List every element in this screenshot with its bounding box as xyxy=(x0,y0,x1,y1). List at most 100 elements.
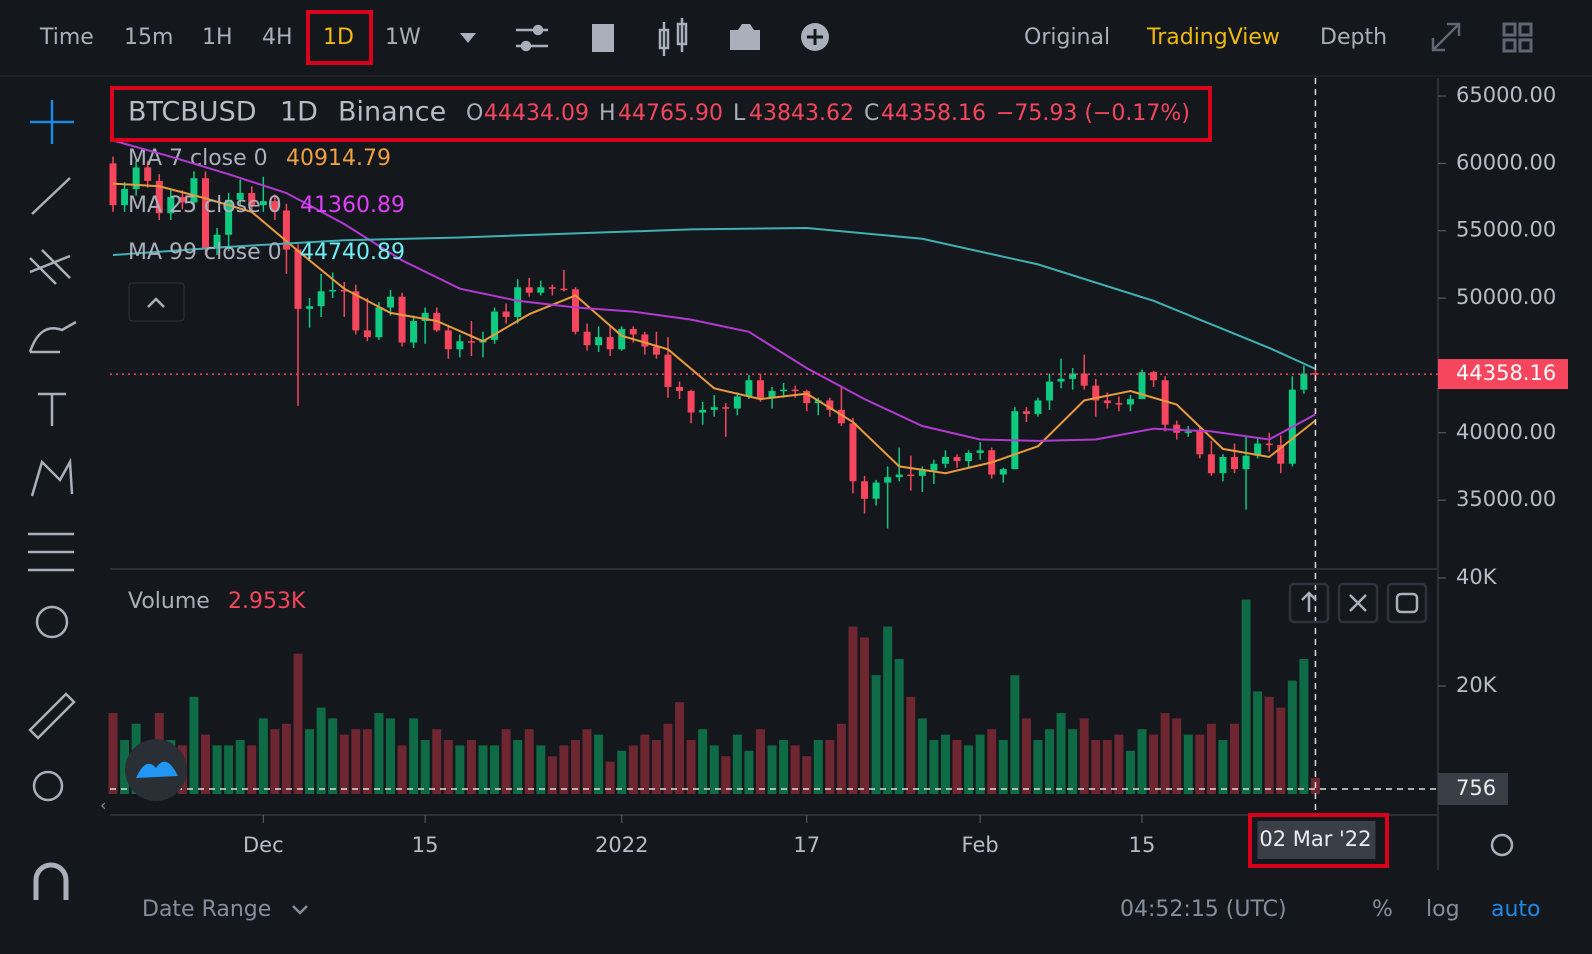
volume-bar xyxy=(1114,734,1124,794)
volume-bar xyxy=(501,729,511,794)
legend: BTCBUSD 1D Binance O 44434.09 H 44765.90… xyxy=(100,86,1428,815)
volume-bar xyxy=(1021,718,1031,794)
candle-body xyxy=(491,311,499,340)
candle-body xyxy=(560,288,568,291)
interval-active[interactable]: 1D xyxy=(323,25,354,50)
candle-body xyxy=(1057,378,1065,382)
volume-bar xyxy=(466,739,476,794)
candle-body xyxy=(1265,443,1273,446)
y-tick-label: 60000.00 xyxy=(1456,150,1556,174)
date-range-caret[interactable] xyxy=(292,905,308,915)
candle-body xyxy=(849,423,857,482)
pattern-tool[interactable] xyxy=(30,457,74,497)
brush-tool[interactable] xyxy=(28,320,77,354)
fib-tool[interactable] xyxy=(29,249,71,285)
ohlc-key: C xyxy=(864,101,879,126)
candle-body xyxy=(1173,424,1181,433)
volume-bar xyxy=(848,626,858,794)
trendline-tool[interactable] xyxy=(31,177,71,215)
volume-bar xyxy=(362,729,372,794)
auto-toggle[interactable]: auto xyxy=(1491,897,1541,922)
volume-bar xyxy=(732,734,742,794)
candle-body xyxy=(907,474,915,477)
candle-body xyxy=(236,193,244,200)
volume-bar xyxy=(270,729,280,794)
collapse-button[interactable] xyxy=(128,282,185,322)
ma-value: 44740.89 xyxy=(300,240,405,265)
volume-bar xyxy=(1183,734,1193,794)
interval[interactable]: 4H xyxy=(262,25,293,50)
fullscreen-icon[interactable] xyxy=(1431,22,1461,52)
volume-bar xyxy=(964,745,974,794)
view-tab-active[interactable]: TradingView xyxy=(1146,25,1280,50)
ma-line xyxy=(112,226,1316,370)
crosshair-date-bg xyxy=(1257,821,1376,859)
candle-body xyxy=(271,201,279,211)
settings-icon[interactable] xyxy=(516,24,548,52)
ma-value: 41360.89 xyxy=(300,193,405,218)
view-tab[interactable]: Original xyxy=(1024,25,1110,50)
candle-body xyxy=(884,477,892,483)
layout-icon[interactable] xyxy=(1502,22,1533,53)
building-icon[interactable] xyxy=(592,24,614,52)
candle-body xyxy=(861,481,869,499)
volume-bar xyxy=(917,718,927,794)
interval[interactable]: 1W xyxy=(385,25,421,50)
volume-bar xyxy=(1299,658,1309,794)
volume-bar xyxy=(478,745,488,794)
ruler-tool[interactable] xyxy=(28,692,76,740)
percent-toggle[interactable]: % xyxy=(1372,897,1393,922)
clock: 04:52:15 (UTC) xyxy=(1120,897,1287,922)
zoom-tool[interactable] xyxy=(32,770,64,802)
candle-body xyxy=(768,391,776,398)
close-button[interactable] xyxy=(1337,582,1379,624)
volume-bar xyxy=(663,723,673,794)
volume-bar xyxy=(374,712,384,794)
candle-body xyxy=(1219,457,1227,474)
crosshair-tool[interactable] xyxy=(30,100,74,144)
volume-bar xyxy=(547,756,557,794)
settings-gear[interactable] xyxy=(1490,833,1514,857)
dropdown-icon[interactable] xyxy=(460,33,476,43)
volume-bar xyxy=(409,718,419,794)
move-up-button[interactable] xyxy=(1288,582,1330,624)
pane-buttons xyxy=(1288,582,1428,624)
scroll-left[interactable]: ‹ xyxy=(100,796,106,815)
date-range[interactable]: Date Range xyxy=(142,897,271,922)
volume-bar xyxy=(1230,723,1240,794)
prediction-tool[interactable] xyxy=(28,532,74,572)
volume-bar xyxy=(651,739,661,794)
candle-body xyxy=(583,331,591,346)
interval[interactable]: Time xyxy=(39,25,94,50)
candle-body xyxy=(595,337,603,346)
interval[interactable]: 1H xyxy=(202,25,233,50)
candle-body xyxy=(710,407,718,410)
volume-bar xyxy=(1218,739,1228,794)
maximize-button[interactable] xyxy=(1386,582,1428,624)
candle-body xyxy=(317,291,325,307)
text-tool[interactable] xyxy=(38,392,66,426)
volume-bar xyxy=(328,718,338,794)
crosshair-date: 02 Mar '22 xyxy=(1259,827,1371,851)
volume-bar xyxy=(212,745,222,794)
candle-body xyxy=(791,389,799,392)
candle-body xyxy=(1103,400,1111,404)
candles-icon[interactable] xyxy=(658,18,688,56)
emoji-tool[interactable] xyxy=(35,605,69,639)
log-toggle[interactable]: log xyxy=(1426,897,1460,922)
volume-bar xyxy=(975,734,985,794)
volume-bar xyxy=(1149,734,1159,794)
view-tab[interactable]: Depth xyxy=(1320,25,1387,50)
candle-body xyxy=(618,329,626,350)
candle-body xyxy=(375,307,383,338)
camera-icon[interactable] xyxy=(730,24,760,50)
candle-body xyxy=(976,450,984,453)
x-tick-label: Feb xyxy=(962,833,999,857)
volume-bar xyxy=(281,723,291,794)
collapse-icon[interactable] xyxy=(147,297,165,308)
crosshair-volume: 756 xyxy=(1456,776,1496,800)
magnet-tool[interactable] xyxy=(33,862,69,900)
volume-bar xyxy=(906,696,916,794)
volume-bar xyxy=(1102,739,1112,794)
interval[interactable]: 15m xyxy=(124,25,173,50)
